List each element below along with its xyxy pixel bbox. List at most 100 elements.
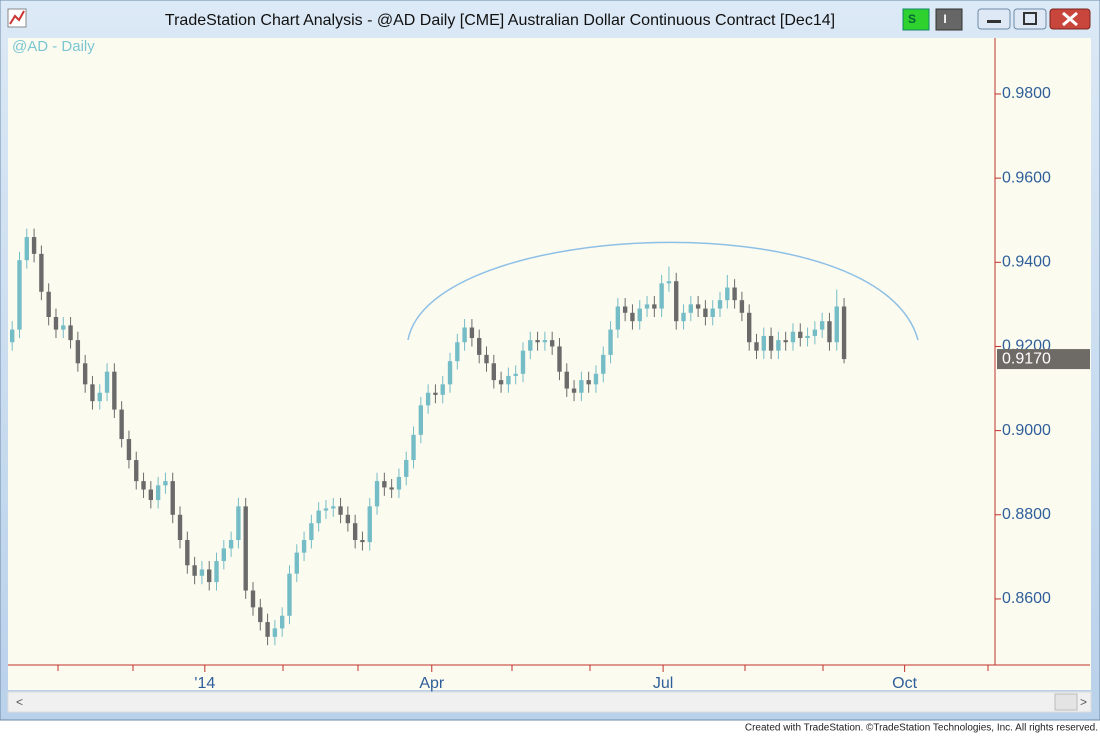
maximize-button[interactable] (1013, 8, 1047, 30)
candle-body (148, 489, 154, 501)
candle-body (615, 306, 621, 330)
candle-body (659, 283, 664, 309)
candle-body (644, 304, 650, 309)
candle-body (827, 321, 832, 343)
close-icon (1062, 11, 1078, 27)
candle-body (75, 340, 81, 364)
candle-body (126, 439, 132, 461)
candle-body (725, 287, 730, 301)
candle-body (352, 523, 358, 541)
candle-body (688, 304, 694, 313)
minimize-icon (987, 20, 1001, 23)
minimize-button[interactable] (977, 8, 1011, 30)
candle-body (404, 460, 409, 477)
candle-body (571, 388, 577, 393)
candle-body (17, 260, 22, 330)
scroll-thumb[interactable] (1054, 693, 1078, 711)
candle-body (53, 316, 59, 330)
candle-body (425, 392, 431, 406)
candle-body (462, 327, 467, 343)
y-tick-label: 0.9800 (1002, 85, 1051, 102)
candle-body (61, 325, 66, 330)
candle-body (812, 329, 818, 336)
candle-body (345, 514, 351, 524)
horizontal-scrollbar[interactable] (7, 691, 1092, 713)
maximize-icon (1023, 12, 1037, 25)
candle-body (666, 281, 672, 284)
candle-body (695, 304, 701, 309)
candle-body (535, 340, 540, 343)
candle-body (396, 476, 402, 490)
candle-body (228, 540, 234, 549)
strategy-button[interactable] (902, 8, 930, 31)
candle-body (214, 561, 219, 583)
y-tick-label: 0.9400 (1002, 254, 1051, 271)
footer-credit: Created with TradeStation. ©TradeStation… (745, 723, 1098, 734)
candle-body (819, 321, 825, 330)
candle-body (185, 540, 190, 566)
last-price-label: 0.9170 (1002, 350, 1051, 367)
candle-body (338, 506, 343, 515)
candle-body (192, 565, 197, 576)
candle-body (717, 300, 723, 309)
candle-body (24, 237, 29, 261)
candle-body (112, 371, 117, 410)
x-tick-label: Apr (419, 675, 445, 692)
candle-body (447, 361, 453, 385)
candle-body (608, 329, 613, 355)
chart-title: @AD - Daily (12, 38, 95, 55)
app-icon (7, 8, 27, 28)
candle-body (805, 335, 810, 339)
scroll-left-arrow[interactable]: < (16, 695, 23, 709)
candle-body (331, 506, 336, 509)
last-price-box (997, 349, 1090, 370)
candle-body (790, 331, 796, 343)
candle-body (652, 304, 657, 309)
candle-body (199, 569, 205, 576)
candle-body (97, 392, 102, 402)
candle-body (301, 540, 307, 553)
candle-body (141, 481, 146, 490)
candle-body (491, 363, 496, 381)
candle-body (382, 481, 387, 488)
y-tick-label: 0.8800 (1002, 506, 1051, 523)
candle-body (520, 350, 526, 374)
y-tick-label: 0.9600 (1002, 169, 1051, 186)
candle-body (528, 340, 533, 351)
candle-body (389, 487, 394, 490)
x-tick-label: Oct (892, 675, 917, 692)
candle-body (221, 548, 226, 562)
candle-body (579, 380, 584, 393)
candle-body (484, 354, 489, 364)
candle-body (294, 552, 299, 574)
candle-body (207, 569, 212, 583)
candle-body (681, 312, 686, 322)
x-tick-label: Jul (653, 675, 673, 692)
candle-body (630, 312, 635, 322)
candle-body (542, 340, 548, 343)
candle-body (250, 590, 256, 608)
candle-body (411, 434, 416, 461)
candle-body (674, 281, 679, 322)
candle-body (39, 253, 44, 292)
candle-body (637, 308, 642, 322)
candle-body (367, 506, 372, 543)
candle-body (798, 331, 803, 339)
candle-body (747, 312, 752, 343)
candle-body (170, 481, 175, 515)
candle-body (236, 506, 241, 541)
indicator-button[interactable] (935, 8, 963, 31)
candle-body (754, 342, 759, 351)
scroll-right-arrow[interactable]: > (1080, 695, 1087, 709)
chart-background (8, 38, 1091, 690)
candle-body (834, 306, 839, 343)
candle-body (90, 384, 95, 402)
candle-body (316, 510, 321, 524)
candle-body (279, 615, 285, 629)
candle-body (287, 573, 292, 616)
strategy-button-label: S (908, 12, 916, 26)
candle-body (309, 523, 314, 541)
candle-body (10, 329, 15, 343)
candle-body (549, 340, 555, 347)
candle-body (119, 409, 124, 440)
